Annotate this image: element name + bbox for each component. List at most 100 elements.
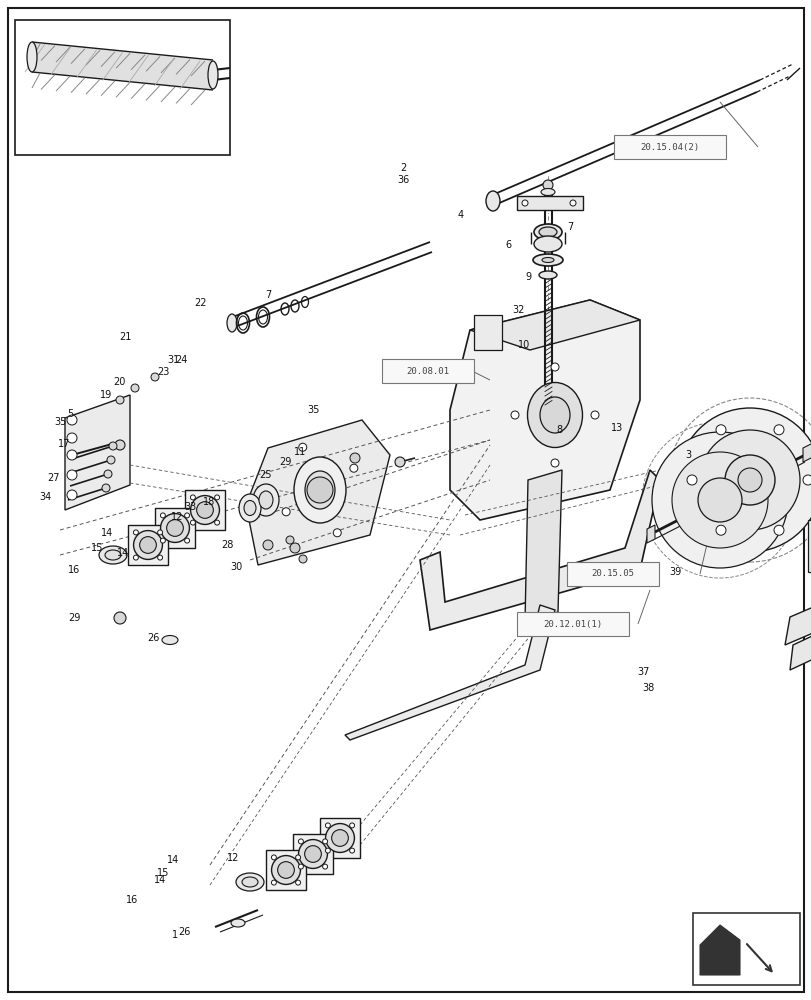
Circle shape (109, 442, 117, 450)
Text: 26: 26 (178, 927, 191, 937)
Circle shape (394, 457, 405, 467)
Text: 20.15.05: 20.15.05 (591, 570, 633, 578)
Text: 15: 15 (91, 543, 104, 553)
Circle shape (543, 180, 552, 190)
Circle shape (333, 529, 341, 537)
Circle shape (672, 452, 767, 548)
Polygon shape (32, 42, 212, 90)
Circle shape (214, 495, 219, 500)
Polygon shape (525, 470, 561, 622)
Text: 15: 15 (157, 868, 169, 878)
Circle shape (686, 475, 696, 485)
Circle shape (802, 475, 811, 485)
Text: 1: 1 (171, 930, 178, 940)
Circle shape (191, 496, 219, 524)
Text: 3: 3 (684, 450, 691, 460)
Circle shape (151, 373, 159, 381)
Ellipse shape (236, 873, 264, 891)
Circle shape (350, 848, 354, 853)
Bar (15, 20, 230, 155)
Circle shape (271, 856, 300, 884)
FancyBboxPatch shape (567, 562, 658, 586)
Circle shape (350, 823, 354, 828)
Circle shape (350, 453, 359, 463)
Circle shape (331, 830, 348, 846)
Circle shape (133, 530, 138, 535)
Text: 14: 14 (166, 855, 179, 865)
Bar (692, 913, 799, 985)
Circle shape (651, 432, 787, 568)
Ellipse shape (532, 254, 562, 266)
Ellipse shape (527, 382, 581, 448)
Text: 35: 35 (307, 405, 320, 415)
Ellipse shape (253, 484, 279, 516)
Circle shape (161, 513, 165, 518)
Circle shape (196, 502, 213, 518)
Text: 22: 22 (194, 298, 207, 308)
Circle shape (114, 612, 126, 624)
Circle shape (298, 840, 327, 868)
Circle shape (161, 514, 189, 542)
Circle shape (157, 555, 162, 560)
Ellipse shape (238, 494, 260, 522)
Circle shape (350, 464, 358, 472)
Text: 38: 38 (642, 683, 654, 693)
Bar (155, 508, 195, 548)
Circle shape (699, 430, 799, 530)
Polygon shape (699, 925, 739, 975)
Text: 18: 18 (203, 497, 216, 507)
Circle shape (773, 425, 783, 435)
Circle shape (569, 200, 575, 206)
Polygon shape (646, 525, 654, 543)
Text: 12: 12 (226, 853, 239, 863)
Text: 5: 5 (67, 409, 74, 419)
Bar (185, 490, 225, 530)
Text: 34: 34 (39, 492, 52, 502)
Text: 7: 7 (264, 290, 271, 300)
Circle shape (131, 384, 139, 392)
Circle shape (67, 490, 77, 500)
Circle shape (298, 443, 307, 451)
Circle shape (281, 508, 290, 516)
Circle shape (295, 880, 300, 885)
Text: 14: 14 (153, 875, 166, 885)
FancyBboxPatch shape (382, 359, 473, 383)
Text: 29: 29 (68, 613, 81, 623)
Circle shape (102, 484, 109, 492)
Circle shape (510, 411, 518, 419)
Circle shape (161, 538, 165, 543)
Circle shape (116, 396, 124, 404)
Bar (266, 850, 306, 890)
Ellipse shape (534, 224, 561, 240)
Text: 39: 39 (668, 567, 681, 577)
Circle shape (697, 478, 741, 522)
Circle shape (191, 495, 195, 500)
Circle shape (590, 411, 599, 419)
Ellipse shape (105, 550, 121, 560)
Text: 10: 10 (517, 340, 530, 350)
Bar (807, 520, 811, 572)
Text: 25: 25 (259, 470, 272, 480)
Bar (474, 315, 501, 350)
Bar (320, 818, 359, 858)
Ellipse shape (294, 457, 345, 523)
Polygon shape (345, 605, 554, 740)
Text: 36: 36 (397, 175, 410, 185)
Circle shape (773, 525, 783, 535)
Circle shape (715, 425, 725, 435)
Ellipse shape (539, 397, 569, 433)
Text: 9: 9 (525, 272, 531, 282)
Text: 37: 37 (637, 667, 650, 677)
Ellipse shape (539, 227, 556, 237)
Circle shape (277, 862, 294, 878)
Circle shape (67, 433, 77, 443)
Circle shape (166, 520, 183, 536)
Ellipse shape (227, 314, 237, 332)
Ellipse shape (243, 500, 255, 516)
Circle shape (104, 470, 112, 478)
Text: 33: 33 (184, 502, 197, 512)
Circle shape (715, 525, 725, 535)
Text: 7: 7 (566, 222, 573, 232)
Circle shape (184, 538, 189, 543)
Text: 11: 11 (293, 447, 306, 457)
